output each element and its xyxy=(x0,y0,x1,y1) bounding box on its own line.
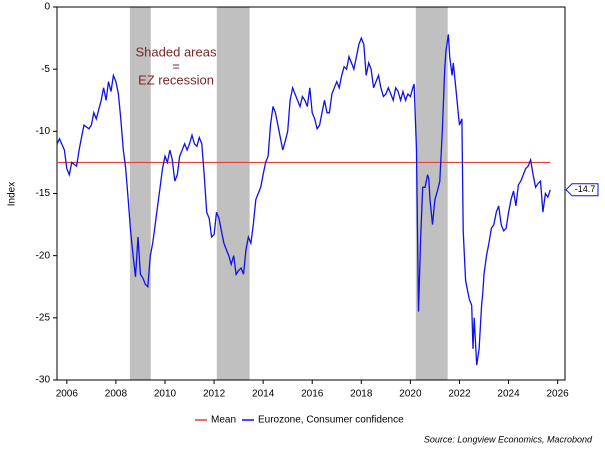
x-tick-label: 2022 xyxy=(448,389,471,400)
x-tick-label: 2024 xyxy=(497,389,520,400)
legend-label: Eurozone, Consumer confidence xyxy=(258,415,404,426)
x-tick-label: 2006 xyxy=(56,389,79,400)
x-tick-label: 2010 xyxy=(154,389,177,400)
recession-band xyxy=(415,7,448,380)
x-tick-label: 2012 xyxy=(203,389,226,400)
value-label-box xyxy=(565,183,599,197)
y-tick-label: -25 xyxy=(36,312,51,323)
x-tick-label: 2020 xyxy=(399,389,422,400)
x-tick-label: 2026 xyxy=(547,389,570,400)
y-axis-label: Index xyxy=(7,182,18,206)
legend-label: Mean xyxy=(211,415,236,426)
y-tick-label: -10 xyxy=(36,126,51,137)
y-tick-label: -20 xyxy=(36,250,51,261)
annotation: EZ recession xyxy=(138,72,214,87)
last-value-label: -14.7 xyxy=(575,184,596,194)
y-tick-label: -5 xyxy=(41,64,50,75)
x-tick-label: 2014 xyxy=(252,389,275,400)
y-tick-label: -15 xyxy=(36,188,51,199)
y-tick-label: 0 xyxy=(44,2,50,13)
source: Source: Longview Economics, Macrobond xyxy=(424,434,593,444)
x-tick-label: 2018 xyxy=(350,389,373,400)
annotation: = xyxy=(172,58,180,73)
recession-band xyxy=(216,7,250,380)
x-tick-label: 2008 xyxy=(105,389,128,400)
annotation: Shaded areas xyxy=(136,44,217,59)
series-line xyxy=(56,34,551,366)
recession-band xyxy=(129,7,151,380)
y-tick-label: -30 xyxy=(36,375,51,386)
x-tick-label: 2016 xyxy=(301,389,324,400)
